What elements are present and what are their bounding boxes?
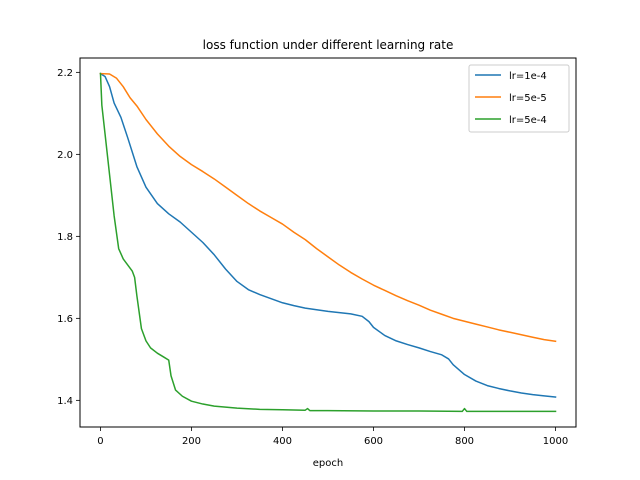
series-line-1 <box>99 72 557 343</box>
y-tick-label: 2.2 <box>57 68 73 79</box>
legend-label-1: lr=5e-5 <box>509 93 547 104</box>
series-line-0 <box>99 72 557 398</box>
x-axis-label: epoch <box>313 458 343 469</box>
series-line-2 <box>99 72 557 413</box>
chart-title: loss function under different learning r… <box>203 38 454 52</box>
y-tick-label: 2.0 <box>57 150 73 161</box>
y-tick-label: 1.8 <box>57 232 73 243</box>
x-tick-label: 800 <box>455 436 474 447</box>
legend-label-2: lr=5e-4 <box>509 115 547 126</box>
legend-label-0: lr=1e-4 <box>509 71 547 82</box>
x-tick-label: 400 <box>273 436 292 447</box>
legend-box <box>468 64 570 133</box>
series-layer <box>99 72 557 413</box>
x-axis: 0 200 400 600 800 1000 <box>97 427 568 447</box>
x-tick-label: 600 <box>364 436 383 447</box>
x-tick-label: 1000 <box>543 436 568 447</box>
y-tick-label: 1.6 <box>57 314 73 325</box>
y-tick-label: 1.4 <box>57 396 73 407</box>
x-tick-label: 0 <box>97 436 103 447</box>
plot-frame <box>79 57 577 428</box>
legend: lr=1e-4 lr=5e-5 lr=5e-4 <box>468 64 570 133</box>
y-axis: 1.4 1.6 1.8 2.0 2.2 <box>57 68 80 407</box>
x-tick-label: 200 <box>182 436 201 447</box>
